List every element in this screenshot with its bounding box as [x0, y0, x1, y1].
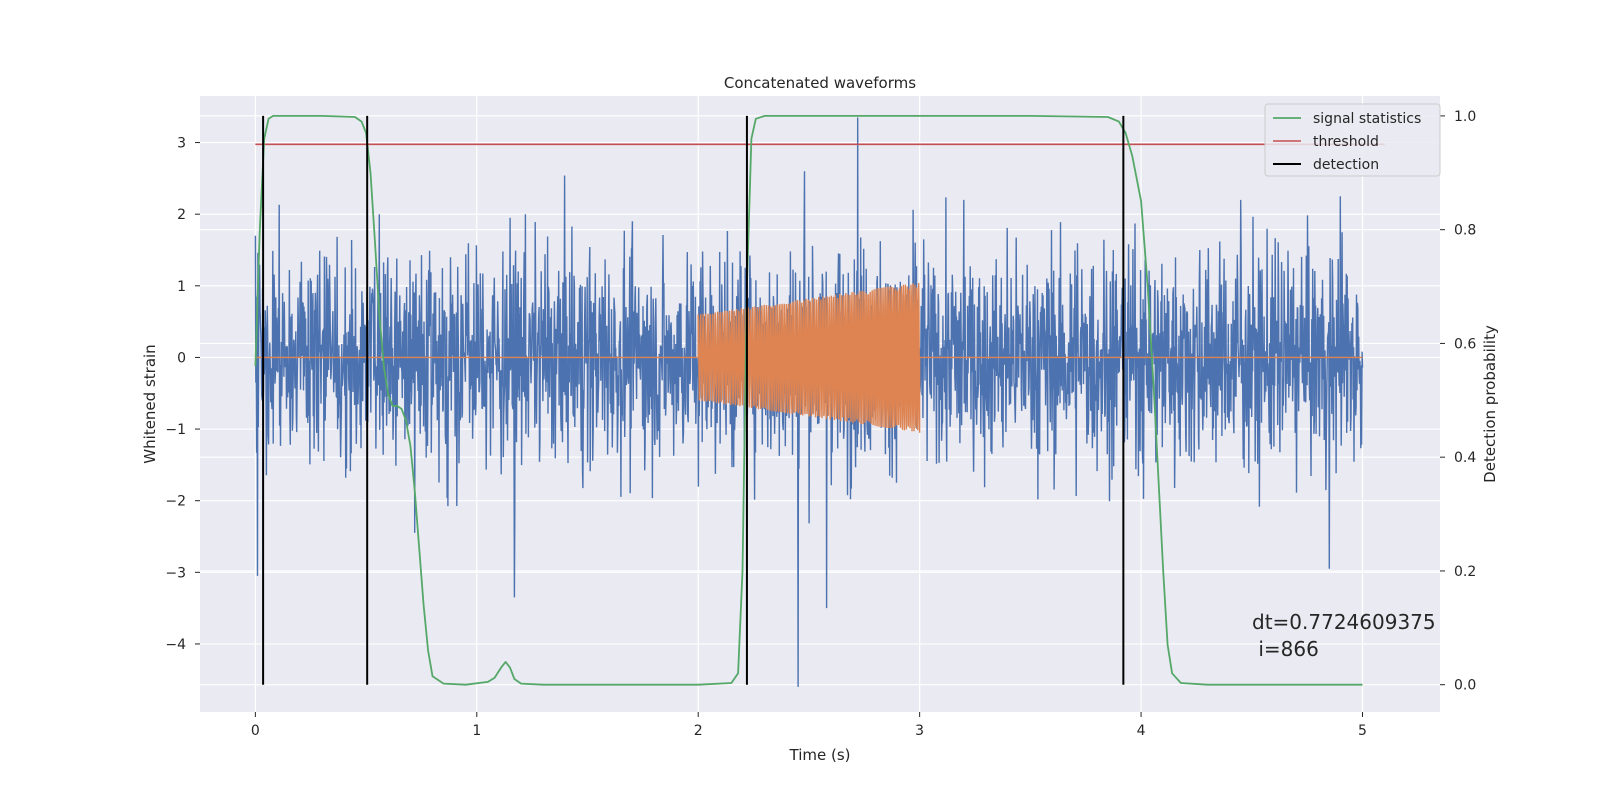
signal-statistics-line [254, 115, 1363, 686]
y-axis-label: Whitened strain [141, 344, 159, 463]
x-tick-label: 3 [915, 723, 924, 739]
x-tick-label: 5 [1358, 723, 1367, 739]
legend-label: signal statistics [1313, 111, 1421, 127]
y2-tick-label: 0.8 [1454, 223, 1476, 239]
x-tick-label: 1 [472, 723, 481, 739]
annotation-i: i=866 [1252, 637, 1319, 661]
legend: signal statistics threshold detection [1264, 103, 1441, 177]
series-layer [254, 115, 1385, 687]
y-tick-label: 0 [177, 350, 186, 366]
injection-line [255, 282, 1363, 433]
legend-label: threshold [1313, 134, 1379, 150]
y2-tick-label: 0.2 [1454, 564, 1476, 580]
y-tick-label: 2 [177, 207, 186, 223]
x-tick-label: 4 [1137, 723, 1146, 739]
y-tick-label: −3 [165, 565, 186, 581]
y2-tick-label: 0.6 [1454, 336, 1476, 352]
chart-title: Concatenated waveforms [724, 74, 916, 92]
y-tick-label: −1 [165, 422, 186, 438]
y2-axis-label: Detection probability [1481, 325, 1499, 483]
y-tick-label: 3 [177, 136, 186, 152]
y2-tick-label: 0.4 [1454, 450, 1476, 466]
y-tick-label: −2 [165, 494, 186, 510]
ticks: 0 1 2 3 4 5 −4 −3 −2 −1 0 1 2 3 0.0 0.2 0.4 0.6 0.8 1.0 [165, 109, 1476, 739]
legend-box [1264, 103, 1441, 177]
grid [200, 96, 1440, 712]
x-tick-label: 0 [251, 723, 260, 739]
x-axis-label: Time (s) [789, 746, 851, 764]
y-tick-label: 1 [177, 279, 186, 295]
y-tick-label: −4 [165, 637, 186, 653]
y2-tick-label: 1.0 [1454, 109, 1476, 125]
legend-label: detection [1313, 157, 1379, 173]
annotation-dt: dt=0.7724609375 [1252, 610, 1436, 634]
x-tick-label: 2 [694, 723, 703, 739]
y2-tick-label: 0.0 [1454, 678, 1476, 694]
